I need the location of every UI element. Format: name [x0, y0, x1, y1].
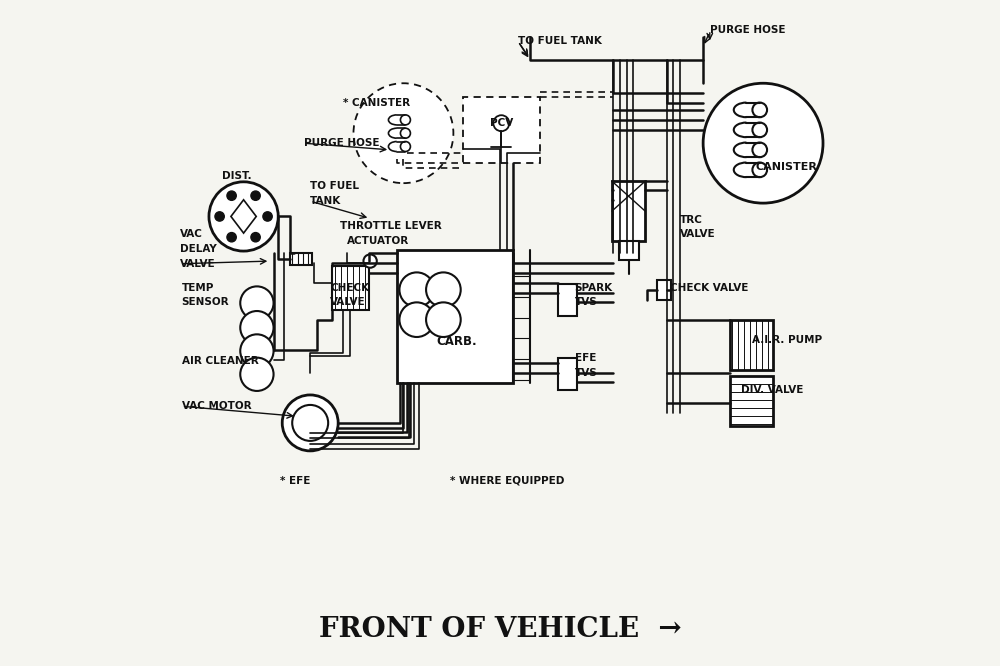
- Circle shape: [399, 302, 434, 337]
- Circle shape: [399, 272, 434, 307]
- Text: PCV: PCV: [490, 118, 513, 129]
- Circle shape: [240, 286, 274, 320]
- Text: TEMP: TEMP: [182, 282, 214, 293]
- Bar: [558, 284, 577, 316]
- Text: * CANISTER: * CANISTER: [343, 98, 411, 109]
- Text: PURGE HOSE: PURGE HOSE: [710, 25, 785, 35]
- Text: TVS: TVS: [575, 368, 597, 378]
- Circle shape: [400, 115, 410, 125]
- Text: PURGE HOSE: PURGE HOSE: [304, 138, 379, 149]
- Circle shape: [353, 83, 453, 183]
- Circle shape: [493, 115, 509, 131]
- Text: ACTUATOR: ACTUATOR: [347, 236, 409, 246]
- Circle shape: [215, 212, 224, 221]
- Text: * EFE: * EFE: [280, 476, 311, 486]
- Bar: [332, 266, 369, 310]
- Text: TVS: TVS: [575, 297, 597, 308]
- Text: DELAY: DELAY: [180, 244, 217, 254]
- Bar: [619, 241, 639, 260]
- Text: VALVE: VALVE: [180, 258, 216, 269]
- Text: VAC: VAC: [180, 229, 203, 240]
- Text: SENSOR: SENSOR: [182, 297, 229, 308]
- Text: VALVE: VALVE: [330, 297, 366, 308]
- Text: CHECK VALVE: CHECK VALVE: [670, 282, 748, 293]
- Text: CARB.: CARB.: [436, 335, 477, 348]
- Circle shape: [426, 272, 461, 307]
- Bar: [397, 250, 513, 383]
- Bar: [558, 358, 577, 390]
- Text: CANISTER: CANISTER: [755, 161, 817, 172]
- Circle shape: [240, 334, 274, 368]
- Circle shape: [292, 405, 328, 441]
- Text: A.I.R. PUMP: A.I.R. PUMP: [752, 334, 822, 345]
- Circle shape: [251, 191, 260, 200]
- Circle shape: [251, 232, 260, 242]
- Text: SPARK: SPARK: [575, 282, 613, 293]
- Circle shape: [227, 191, 236, 200]
- Text: TANK: TANK: [310, 196, 341, 206]
- Circle shape: [240, 311, 274, 344]
- Circle shape: [400, 128, 410, 138]
- Text: FRONT OF VEHICLE  →: FRONT OF VEHICLE →: [319, 616, 681, 643]
- Bar: [657, 280, 671, 300]
- Text: THROTTLE LEVER: THROTTLE LEVER: [340, 221, 442, 232]
- Bar: [612, 181, 645, 241]
- Circle shape: [426, 302, 461, 337]
- Circle shape: [209, 182, 278, 251]
- Circle shape: [263, 212, 272, 221]
- Polygon shape: [231, 200, 256, 233]
- Text: EFE: EFE: [575, 353, 596, 364]
- Circle shape: [400, 142, 410, 152]
- Circle shape: [227, 232, 236, 242]
- FancyBboxPatch shape: [463, 97, 540, 163]
- Text: TRC: TRC: [680, 214, 703, 225]
- Bar: [290, 253, 312, 265]
- Text: VALVE: VALVE: [680, 229, 715, 240]
- Text: CHECK: CHECK: [330, 282, 369, 293]
- Text: * WHERE EQUIPPED: * WHERE EQUIPPED: [450, 476, 564, 486]
- Bar: [730, 376, 773, 426]
- Circle shape: [703, 83, 823, 203]
- Text: TO FUEL: TO FUEL: [310, 181, 359, 192]
- Circle shape: [752, 103, 767, 117]
- Text: TO FUEL TANK: TO FUEL TANK: [518, 36, 602, 47]
- Text: VAC MOTOR: VAC MOTOR: [182, 401, 251, 412]
- Text: DIST.: DIST.: [222, 171, 252, 182]
- Circle shape: [752, 123, 767, 137]
- Circle shape: [752, 143, 767, 157]
- Text: DIV. VALVE: DIV. VALVE: [741, 384, 803, 395]
- Circle shape: [752, 163, 767, 177]
- Text: AIR CLEANER: AIR CLEANER: [182, 356, 258, 366]
- Circle shape: [240, 358, 274, 391]
- Circle shape: [282, 395, 338, 451]
- Circle shape: [363, 254, 377, 268]
- Bar: [730, 320, 773, 370]
